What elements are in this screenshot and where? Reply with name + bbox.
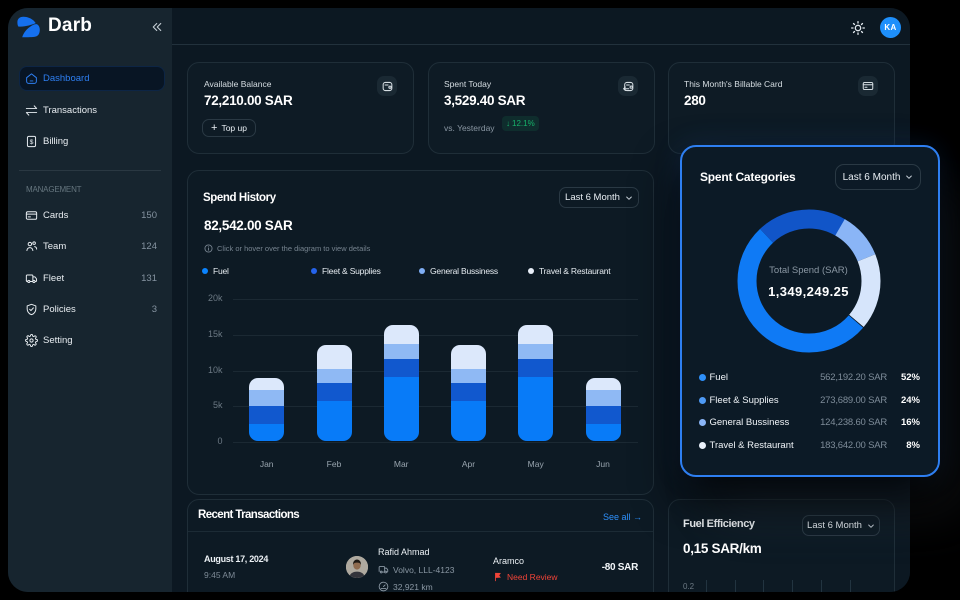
svg-text:$: $ — [30, 139, 34, 146]
